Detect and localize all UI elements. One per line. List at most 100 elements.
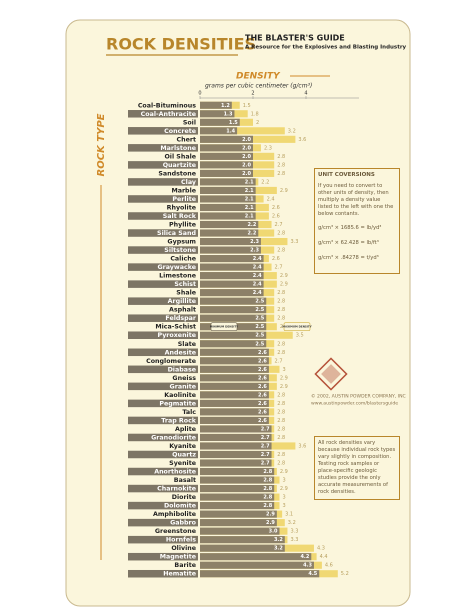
max-label: 2.8 <box>277 307 285 313</box>
category-label: Hematite <box>163 571 196 578</box>
axis-title: DENSITY <box>236 72 281 82</box>
max-label: 3.1 <box>285 512 293 518</box>
category-label: Marlstone <box>160 145 196 152</box>
min-bar <box>200 519 277 527</box>
row-band <box>128 314 198 322</box>
row-band <box>128 297 198 305</box>
category-label: Greenstone <box>155 528 196 535</box>
min-label: 1.4 <box>226 128 235 134</box>
category-label: Magnetite <box>160 554 196 561</box>
min-label: 3.0 <box>269 529 278 535</box>
category-label: Anorthosite <box>154 469 196 476</box>
min-label: 1.5 <box>229 120 238 126</box>
min-bar <box>200 237 261 246</box>
max-label: 2.9 <box>280 273 288 279</box>
max-label: 3.3 <box>290 529 298 535</box>
category-label: Amphibolite <box>153 511 196 518</box>
row-band <box>128 161 198 169</box>
min-label: 2.5 <box>255 333 264 339</box>
min-label: 2.1 <box>245 205 254 211</box>
category-label: Quartz <box>172 451 196 458</box>
min-bar <box>200 101 232 109</box>
min-bar <box>200 408 269 416</box>
max-label: 5.2 <box>341 571 349 577</box>
category-label: Coal-Bituminous <box>138 102 196 109</box>
min-bar <box>200 314 267 322</box>
category-label: Sandstone <box>158 170 196 177</box>
min-label: 2.4 <box>253 273 262 279</box>
category-label: Rhyolite <box>167 204 196 211</box>
conversions-box: UNIT COVERSIONS If you need to convert t… <box>314 168 400 274</box>
min-label: 2.8 <box>263 495 272 501</box>
max-label: 2.9 <box>280 486 288 492</box>
max-label: 2.7 <box>275 222 283 228</box>
max-label: 2.8 <box>277 248 285 254</box>
logo <box>314 357 348 391</box>
min-label: 2.6 <box>258 367 267 373</box>
min-bar <box>200 502 275 510</box>
min-bar <box>200 229 259 237</box>
min-label: 2.7 <box>261 426 270 432</box>
category-label: Pegmatite <box>159 400 196 407</box>
row-band <box>128 484 198 493</box>
x-tick-label: 2 <box>251 91 254 97</box>
min-label: 2.1 <box>245 188 254 194</box>
max-label: 2.8 <box>277 435 285 441</box>
conversion-line: g/cm³ × .84278 = t/yd³ <box>318 254 379 261</box>
category-label: Quartzite <box>163 162 196 169</box>
min-bar <box>200 186 256 194</box>
x-tick-label: 0 <box>198 91 201 97</box>
min-label: 2.3 <box>250 248 259 254</box>
category-label: Schist <box>174 281 196 288</box>
max-label: 2.8 <box>277 401 285 407</box>
max-label: 2.2 <box>261 179 269 185</box>
category-label: Mica-Schist <box>155 324 196 331</box>
max-label: 2.8 <box>277 452 285 458</box>
max-label: 2.8 <box>277 341 285 347</box>
category-label: Marble <box>171 187 196 194</box>
row-band <box>128 569 198 578</box>
min-label: 2.6 <box>258 350 267 356</box>
min-bar <box>200 442 272 450</box>
max-label: 2.7 <box>275 358 283 364</box>
min-label: 2.3 <box>250 239 259 245</box>
max-label: 4.3 <box>317 546 325 552</box>
conversion-line: g/cm³ × 62.428 = lb/ft³ <box>318 239 379 246</box>
min-label: 1.2 <box>221 103 230 109</box>
max-label: 2.8 <box>277 350 285 356</box>
category-label: Basalt <box>174 477 196 484</box>
max-label: 3.6 <box>298 137 306 143</box>
copyright: © 2002, AUSTIN POWDER COMPANY, INC <box>311 393 406 400</box>
min-label: 2.6 <box>258 409 267 415</box>
min-bar <box>200 152 253 160</box>
min-label: 2.8 <box>263 469 272 475</box>
row-band <box>128 246 198 254</box>
category-label: Perlite <box>172 196 196 203</box>
max-label: 1.5 <box>243 103 251 109</box>
min-label: 2.5 <box>255 299 264 305</box>
min-bar <box>200 374 269 382</box>
max-label: 2.8 <box>277 299 285 305</box>
category-label: Syenite <box>169 460 196 467</box>
min-label: 2.1 <box>245 213 254 219</box>
min-label: 2.0 <box>242 171 251 177</box>
min-bar <box>200 331 267 339</box>
category-label: Gypsum <box>167 239 196 246</box>
min-bar <box>200 135 253 143</box>
min-label: 2.0 <box>242 137 251 143</box>
min-label: 3.2 <box>274 537 283 543</box>
category-label: Clay <box>181 179 196 186</box>
category-label: Kaolinite <box>164 392 196 399</box>
category-label: Barite <box>174 562 196 569</box>
max-label: 2.3 <box>264 145 272 151</box>
row-band <box>128 450 198 459</box>
category-title: ROCK TYPE <box>96 113 107 176</box>
min-label: 2.7 <box>261 443 270 449</box>
min-label: 2.5 <box>255 324 264 330</box>
row-band <box>128 518 198 527</box>
max-label: 2 <box>256 120 259 126</box>
max-label: 3.3 <box>290 239 298 245</box>
min-bar <box>200 365 269 373</box>
category-label: Charnokite <box>157 486 196 493</box>
